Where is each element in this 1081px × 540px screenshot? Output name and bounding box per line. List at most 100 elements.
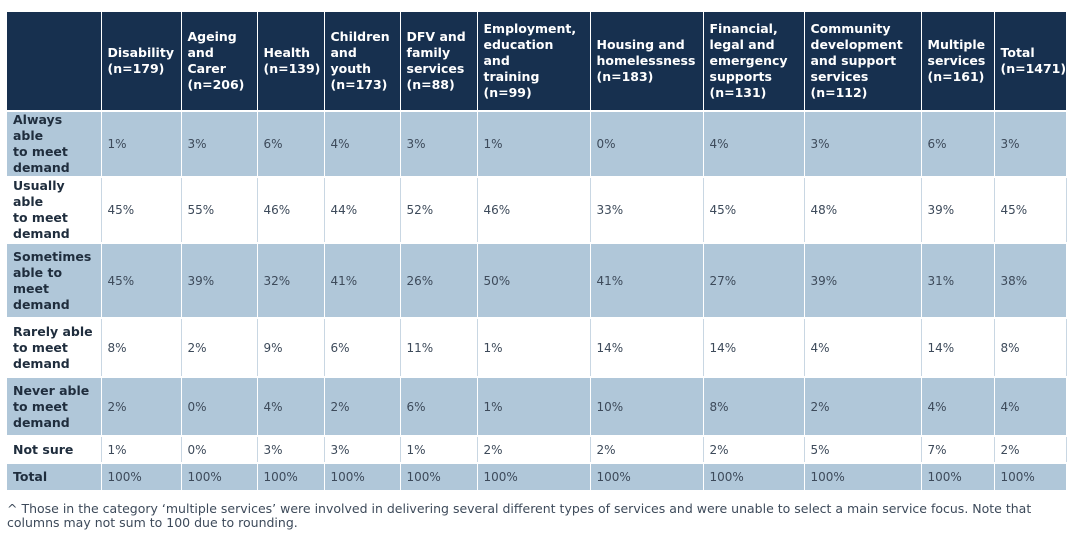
table-cell: 38% <box>994 243 1067 319</box>
demand-table: Disability (n=179) Ageing and Carer (n=2… <box>7 12 1067 492</box>
header-cell-multiple: Multiple services (n=161) <box>921 12 995 112</box>
row-label: Usually able to meet demand <box>7 177 102 244</box>
table-cell: 41% <box>590 243 704 319</box>
table-cell: 6% <box>921 111 995 178</box>
table-cell: 44% <box>324 177 401 244</box>
table-cell: 3% <box>257 436 325 464</box>
header-cell-dfv-family: DFV and family services (n=88) <box>400 12 478 112</box>
table-cell: 4% <box>703 111 805 178</box>
table-cell: 100% <box>703 463 805 492</box>
table-cell: 39% <box>804 243 922 319</box>
table-cell: 26% <box>400 243 478 319</box>
table-cell: 14% <box>590 318 704 378</box>
table-row-total: Total 100% 100% 100% 100% 100% 100% 100%… <box>7 463 1067 492</box>
table-cell: 100% <box>324 463 401 492</box>
header-row: Disability (n=179) Ageing and Carer (n=2… <box>7 12 1067 112</box>
table-cell: 1% <box>477 111 591 178</box>
table-cell: 41% <box>324 243 401 319</box>
table-cell: 4% <box>324 111 401 178</box>
header-cell-housing: Housing and homelessness (n=183) <box>590 12 704 112</box>
row-label: Sometimes able to meet demand <box>7 243 102 319</box>
table-cell: 100% <box>477 463 591 492</box>
table-cell: 2% <box>181 318 258 378</box>
table-cell: 8% <box>703 377 805 437</box>
footnote: ^ Those in the category ‘multiple servic… <box>7 501 1032 530</box>
table-cell: 100% <box>590 463 704 492</box>
table-cell: 6% <box>400 377 478 437</box>
table-cell: 45% <box>703 177 805 244</box>
table-cell: 3% <box>324 436 401 464</box>
table-cell: 45% <box>994 177 1067 244</box>
table-cell: 4% <box>257 377 325 437</box>
table-cell: 46% <box>257 177 325 244</box>
table-cell: 100% <box>257 463 325 492</box>
table-cell: 5% <box>804 436 922 464</box>
table-cell: 11% <box>400 318 478 378</box>
table-cell: 8% <box>101 318 182 378</box>
table-cell: 2% <box>477 436 591 464</box>
table-cell: 32% <box>257 243 325 319</box>
header-cell-employment: Employment, education and training (n=99… <box>477 12 591 112</box>
table-cell: 1% <box>477 318 591 378</box>
table-cell: 100% <box>181 463 258 492</box>
header-cell-health: Health (n=139) <box>257 12 325 112</box>
row-label: Not sure <box>7 436 102 464</box>
table-cell: 100% <box>804 463 922 492</box>
table-cell: 14% <box>703 318 805 378</box>
table-cell: 2% <box>324 377 401 437</box>
header-cell-corner <box>7 12 102 112</box>
row-label: Total <box>7 463 102 492</box>
table-cell: 0% <box>590 111 704 178</box>
header-cell-community: Community development and support servic… <box>804 12 922 112</box>
table-cell: 39% <box>181 243 258 319</box>
table-row: Always able to meet demand 1% 3% 6% 4% 3… <box>7 111 1067 178</box>
table-cell: 8% <box>994 318 1067 378</box>
table-row: Never able to meet demand 2% 0% 4% 2% 6%… <box>7 377 1067 437</box>
table-cell: 3% <box>994 111 1067 178</box>
table-cell: 2% <box>703 436 805 464</box>
table-cell: 33% <box>590 177 704 244</box>
table-cell: 45% <box>101 177 182 244</box>
table-cell: 1% <box>101 436 182 464</box>
table-row: Rarely able to meet demand 8% 2% 9% 6% 1… <box>7 318 1067 378</box>
table-cell: 6% <box>257 111 325 178</box>
table-cell: 55% <box>181 177 258 244</box>
table-row: Sometimes able to meet demand 45% 39% 32… <box>7 243 1067 319</box>
table-cell: 7% <box>921 436 995 464</box>
row-label: Always able to meet demand <box>7 111 102 178</box>
table-cell: 10% <box>590 377 704 437</box>
table-cell: 2% <box>590 436 704 464</box>
table-cell: 46% <box>477 177 591 244</box>
table-cell: 1% <box>400 436 478 464</box>
table-cell: 1% <box>101 111 182 178</box>
table-cell: 2% <box>994 436 1067 464</box>
table-row: Not sure 1% 0% 3% 3% 1% 2% 2% 2% 5% 7% 2… <box>7 436 1067 464</box>
table-cell: 2% <box>101 377 182 437</box>
table-cell: 0% <box>181 436 258 464</box>
table-cell: 100% <box>101 463 182 492</box>
table-cell: 100% <box>994 463 1067 492</box>
table-cell: 1% <box>477 377 591 437</box>
table-cell: 2% <box>804 377 922 437</box>
table-cell: 3% <box>804 111 922 178</box>
table-cell: 4% <box>921 377 995 437</box>
table-cell: 39% <box>921 177 995 244</box>
header-cell-children-youth: Children and youth (n=173) <box>324 12 401 112</box>
table-cell: 4% <box>994 377 1067 437</box>
table-cell: 100% <box>400 463 478 492</box>
table-cell: 52% <box>400 177 478 244</box>
table-cell: 0% <box>181 377 258 437</box>
table-cell: 48% <box>804 177 922 244</box>
header-cell-total: Total (n=1471) <box>994 12 1067 112</box>
row-label: Rarely able to meet demand <box>7 318 102 378</box>
table-cell: 3% <box>400 111 478 178</box>
table-cell: 3% <box>181 111 258 178</box>
table-cell: 100% <box>921 463 995 492</box>
header-cell-disability: Disability (n=179) <box>101 12 182 112</box>
table-row: Usually able to meet demand 45% 55% 46% … <box>7 177 1067 244</box>
header-cell-financial-legal: Financial, legal and emergency supports … <box>703 12 805 112</box>
table-cell: 4% <box>804 318 922 378</box>
table-cell: 14% <box>921 318 995 378</box>
header-cell-ageing-carer: Ageing and Carer (n=206) <box>181 12 258 112</box>
